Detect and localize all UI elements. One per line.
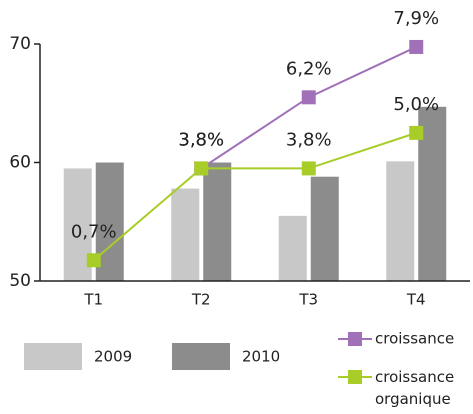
point [409,39,424,54]
x-tick-label: T4 [406,291,426,309]
y-tick-label: 60 [9,153,31,173]
point [301,161,316,176]
data-label: 6,2% [286,58,332,79]
legend-label: croissance [375,330,454,348]
bar [386,161,415,281]
point [194,161,209,176]
bar [310,176,339,281]
legend-label: 2010 [242,348,280,366]
legend-marker [348,332,362,346]
legend-label: 2009 [94,348,132,366]
x-tick-label: T3 [298,291,318,309]
data-label: 0,7% [71,221,117,242]
point [409,125,424,140]
legend-swatch [172,343,230,370]
bar [278,215,307,281]
point [301,90,316,105]
data-label: 3,8% [286,129,332,150]
data-label: 5,0% [393,94,439,115]
data-label: 7,9% [393,8,439,29]
data-label: 3,8% [178,129,224,150]
bar [171,188,200,281]
data-label: 3,8% [178,129,224,150]
x-tick-label: T1 [83,291,103,309]
bar [203,162,232,281]
line [93,131,417,262]
point [86,253,101,268]
legend-marker [348,370,362,384]
legend-swatch [24,343,82,370]
y-tick-label: 50 [9,271,31,291]
y-tick-label: 70 [9,34,31,54]
x-tick-label: T2 [191,291,211,309]
legend-label: croissance organique [375,368,455,408]
